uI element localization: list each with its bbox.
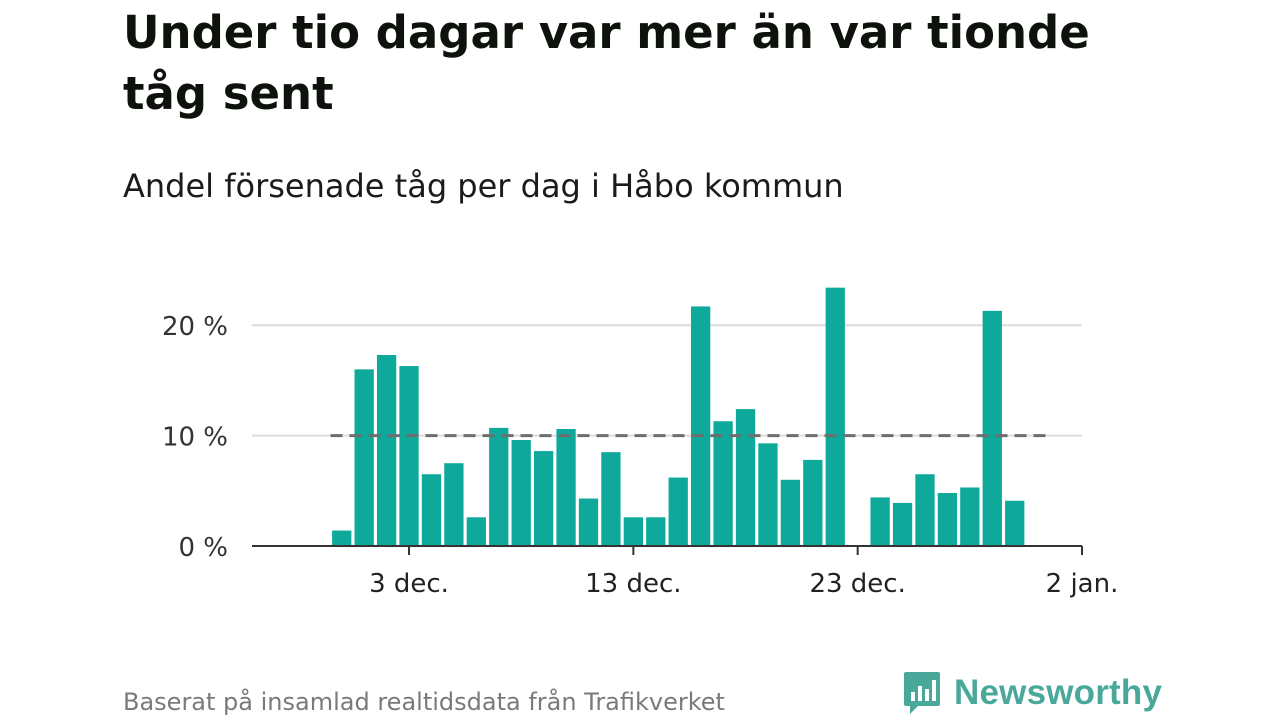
bar xyxy=(668,477,688,546)
bar xyxy=(825,287,845,546)
bar xyxy=(982,310,1002,546)
source-note: Baserat på insamlad realtidsdata från Tr… xyxy=(123,688,725,716)
x-tick-label: 13 dec. xyxy=(585,569,681,599)
bar xyxy=(758,443,778,546)
x-tick-label: 3 dec. xyxy=(369,569,449,599)
bar xyxy=(354,369,374,546)
brand-name: Newsworthy xyxy=(954,673,1163,712)
bar xyxy=(444,463,464,546)
bar-chart: 0 % 10 % 20 % 3 dec. 13 dec. 23 dec. 2 jan. xyxy=(162,287,1118,599)
bar xyxy=(601,452,621,546)
bar xyxy=(578,498,599,546)
y-tick-label: 0 % xyxy=(178,533,228,563)
bar xyxy=(399,366,419,546)
bar xyxy=(960,487,980,546)
x-tick-label: 23 dec. xyxy=(809,569,905,599)
bar xyxy=(489,427,509,546)
bar xyxy=(892,502,913,546)
bar xyxy=(623,517,643,546)
y-tick-label: 10 % xyxy=(162,423,228,453)
bar xyxy=(466,517,486,546)
bars xyxy=(332,287,1025,546)
y-tick-label: 20 % xyxy=(162,312,228,342)
grid-lines xyxy=(252,324,1082,437)
bar-chart-speech-bubble-icon xyxy=(904,672,940,714)
bar xyxy=(511,440,531,546)
bar xyxy=(1005,500,1025,546)
bar xyxy=(556,428,576,546)
bar xyxy=(691,306,711,546)
bar xyxy=(915,474,935,546)
bar xyxy=(421,474,442,546)
bar xyxy=(713,421,733,546)
brand-logo: Newsworthy xyxy=(902,670,1162,716)
bar xyxy=(376,355,397,546)
chart-title: Under tio dagar var mer än var tionde tå… xyxy=(123,6,1090,120)
bar xyxy=(803,459,823,546)
bar xyxy=(937,493,958,546)
bar xyxy=(533,451,554,546)
x-tick-label: 2 jan. xyxy=(1046,569,1119,599)
bar xyxy=(735,409,756,546)
axes: 0 % 10 % 20 % 3 dec. 13 dec. 23 dec. 2 jan. xyxy=(162,312,1118,599)
bar xyxy=(646,517,666,546)
bar xyxy=(780,479,801,546)
bar xyxy=(332,530,352,546)
bar xyxy=(870,497,890,546)
chart-subtitle: Andel försenade tåg per dag i Håbo kommu… xyxy=(123,167,844,205)
